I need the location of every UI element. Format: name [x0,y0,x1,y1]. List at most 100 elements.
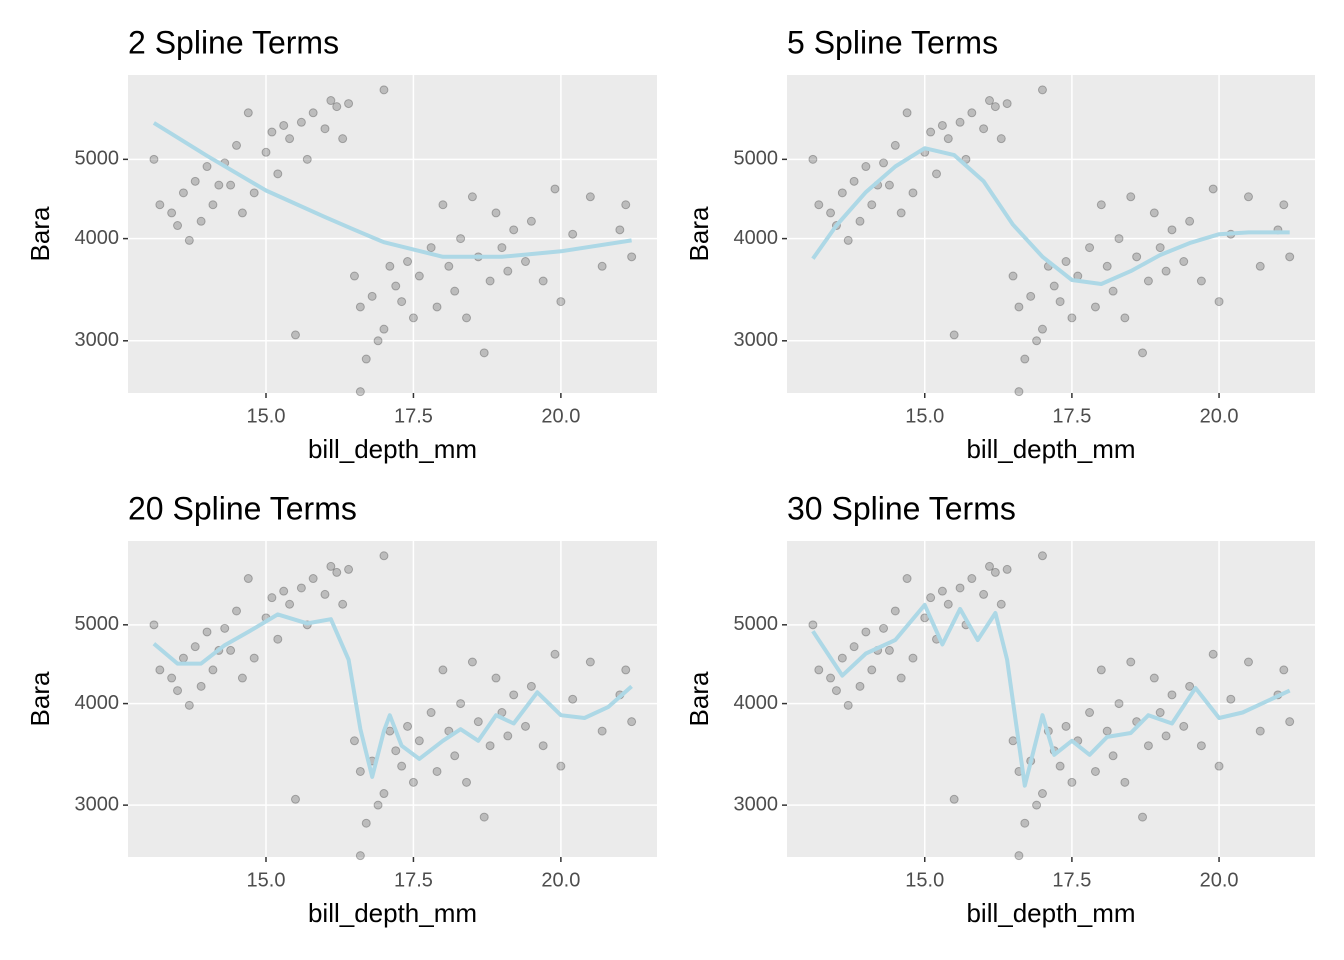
data-point [949,794,959,804]
data-point [902,574,912,584]
data-point [373,800,383,810]
data-point [485,741,495,751]
data-point [326,561,336,571]
data-point [556,297,566,307]
data-point [267,593,277,603]
data-point [332,102,342,112]
data-point [1214,761,1224,771]
data-point [890,140,900,150]
data-point [1108,751,1118,761]
x-tick-label: 17.5 [394,405,433,427]
data-point [861,627,871,637]
data-point [932,169,942,179]
data-point [556,761,566,771]
data-point [884,180,894,190]
data-point [308,108,318,118]
data-point [814,200,824,210]
data-point [149,154,159,164]
x-tick-label: 15.0 [247,869,286,891]
data-point [861,162,871,172]
data-point [896,673,906,683]
data-point [837,188,847,198]
data-point [1243,657,1253,667]
data-point [967,108,977,118]
data-point [1014,387,1024,397]
data-point [831,686,841,696]
data-point [450,286,460,296]
data-point [332,567,342,577]
data-point [808,154,818,164]
data-point [1008,271,1018,281]
data-point [1067,777,1077,787]
data-point [1037,324,1047,334]
data-point [884,645,894,655]
data-point [1167,690,1177,700]
data-point [1185,216,1195,226]
data-point [149,620,159,630]
data-point [908,188,918,198]
data-point [355,766,365,776]
data-point [550,649,560,659]
data-point [1037,551,1047,561]
data-point [249,188,259,198]
data-point [190,642,200,652]
data-point [491,208,501,218]
data-point [837,653,847,663]
x-axis-label: bill_depth_mm [966,898,1135,928]
data-point [1279,200,1289,210]
data-point [1285,717,1295,727]
data-point [485,276,495,286]
data-point [621,200,631,210]
data-point [432,302,442,312]
data-point [855,216,865,226]
data-point [237,208,247,218]
data-point [1149,208,1159,218]
data-point [1085,243,1095,253]
x-tick-label: 15.0 [905,405,944,427]
data-point [167,208,177,218]
data-point [526,681,536,691]
data-point [1032,800,1042,810]
data-point [249,653,259,663]
data-point [361,354,371,364]
data-point [843,235,853,245]
data-point [184,700,194,710]
data-point [1020,818,1030,828]
data-point [397,297,407,307]
panel: 20 Spline Terms 15.0 17.5 20.0 3000 4000 5000 b… [25,490,657,928]
data-point [385,261,395,271]
data-point [1255,261,1265,271]
data-point [344,564,354,574]
data-point [190,176,200,186]
data-point [1037,85,1047,95]
fit-line [152,612,633,779]
data-point [196,216,206,226]
data-point [391,281,401,291]
data-point [843,700,853,710]
panel-title: 2 Spline Terms [128,24,339,60]
data-point [908,653,918,663]
data-point [615,225,625,235]
data-point [1143,276,1153,286]
data-point [349,736,359,746]
data-point [990,567,1000,577]
plot-background [787,541,1315,857]
data-point [450,751,460,761]
y-tick-label: 4000 [75,227,120,249]
data-point [1037,789,1047,799]
data-point [1102,261,1112,271]
data-point [627,717,637,727]
data-point [1243,192,1253,202]
data-point [1120,313,1130,323]
data-point [1067,313,1077,323]
data-point [202,162,212,172]
y-tick-label: 5000 [734,613,779,635]
data-point [867,665,877,675]
data-point [467,657,477,667]
data-point [456,699,466,709]
data-point [943,599,953,609]
data-point [984,96,994,106]
plot-background [128,75,657,393]
data-point [967,574,977,584]
data-point [355,302,365,312]
